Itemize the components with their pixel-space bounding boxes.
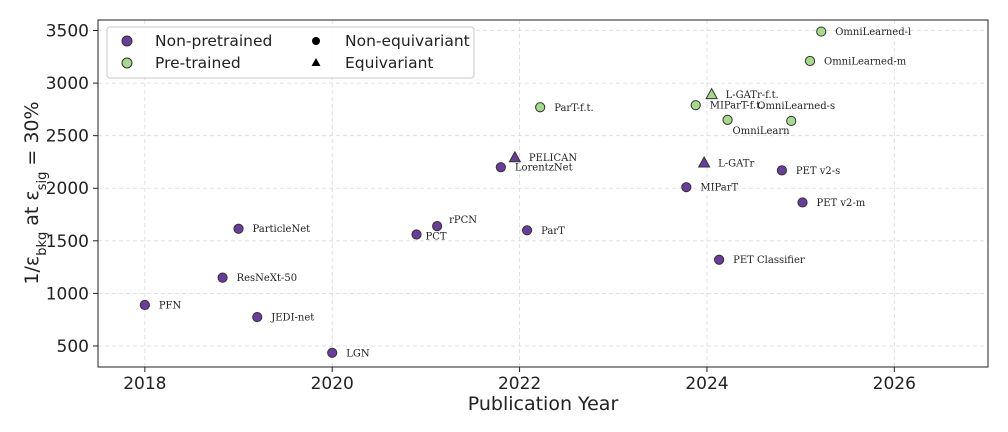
point-label-pfn: PFN — [159, 300, 182, 311]
point-jedi-net — [252, 311, 263, 323]
point-pfn — [139, 299, 150, 311]
point-part — [521, 225, 533, 236]
point-label-mipart: MIParT — [700, 183, 738, 194]
point-label-omnilearn: OmniLearn — [733, 126, 791, 137]
point-rpcn — [432, 220, 443, 232]
y-tick-label-3500: 3500 — [46, 22, 89, 42]
point-label-part: ParT — [541, 226, 565, 237]
point-lorentznet — [495, 162, 506, 173]
x-tick-label-2018: 2018 — [123, 374, 166, 394]
point-label-resnext-50: ResNeXt-50 — [237, 273, 298, 284]
point-pet-classifier — [714, 254, 725, 265]
point-pelican — [508, 150, 522, 163]
y-axis-title-lead: 1/ε — [21, 256, 43, 285]
point-mipart-f-t — [690, 100, 701, 111]
point-label-rpcn: rPCN — [449, 215, 477, 226]
y-axis-title-tail: = 30% — [21, 101, 43, 171]
point-omnilearned-m — [804, 55, 816, 67]
point-label-particlenet: ParticleNet — [253, 224, 311, 235]
y-axis-title-sub-bkg: bkg — [35, 232, 50, 256]
x-axis-ticks: 2018 2020 2022 2024 2026 — [123, 367, 916, 394]
x-tick-label-2024: 2024 — [685, 374, 728, 394]
point-pet-v2-s — [776, 165, 787, 176]
point-label-pelican: PELICAN — [529, 153, 577, 164]
point-label-omnilearned-s: OmniLearned-s — [757, 101, 835, 112]
legend-label-equivariant: Equivariant — [345, 54, 434, 72]
x-axis-title: Publication Year — [468, 393, 619, 415]
point-label-l-gatr-f-t: L-GATr-f.t. — [726, 90, 779, 101]
legend-label-non-pretrained: Non-pretrained — [155, 32, 272, 50]
grid-lines — [98, 20, 988, 367]
point-label-lgn: LGN — [346, 348, 370, 359]
point-label-pct: PCT — [426, 232, 447, 243]
point-resnext-50 — [217, 272, 228, 283]
legend-marker-non-pretrained — [121, 35, 133, 47]
y-tick-label-1000: 1000 — [46, 284, 89, 304]
point-particlenet — [233, 223, 244, 234]
point-label-omnilearned-l: OmniLearned-l — [835, 27, 911, 38]
y-axis-title: 1/εbkg at εsig = 30% — [21, 101, 50, 284]
point-label-jedi-net: JEDI-net — [270, 313, 314, 324]
point-omnilearned-l — [816, 26, 827, 37]
y-tick-label-500: 500 — [57, 337, 89, 357]
x-tick-label-2026: 2026 — [873, 374, 916, 394]
point-mipart — [681, 182, 692, 193]
point-lgn — [327, 347, 338, 358]
y-axis-title-sub-sig: sig — [35, 172, 50, 191]
legend: Non-pretrained Pre-trained Non-equivaria… — [106, 26, 475, 79]
legend-marker-equivariant — [311, 58, 321, 66]
point-label-pet-v2-m: PET v2-m — [817, 198, 866, 209]
point-label-part-f-t: ParT-f.t. — [554, 103, 594, 114]
point-label-omnilearned-m: OmniLearned-m — [824, 57, 907, 68]
legend-marker-non-equivariant — [312, 37, 320, 45]
y-tick-label-2500: 2500 — [46, 127, 89, 147]
x-tick-label-2020: 2020 — [311, 374, 354, 394]
point-label-pet-v2-s: PET v2-s — [796, 166, 840, 177]
legend-box — [106, 26, 475, 79]
point-label-l-gatr: L-GATr — [718, 159, 754, 170]
point-omnilearn — [722, 114, 733, 125]
point-l-gatr — [697, 155, 711, 168]
point-l-gatr-f-t — [705, 87, 718, 100]
point-part-f-t — [535, 102, 546, 113]
point-pet-v2-m — [797, 197, 808, 208]
point-omnilearned-s — [786, 115, 797, 127]
point-label-pet-classifier: PET Classifier — [733, 255, 805, 266]
point-labels: PFN ResNeXt-50 JEDI-net ParticleNet LGN PCTrP… — [159, 27, 911, 359]
data-points — [139, 26, 827, 358]
plot-frame — [97, 19, 989, 368]
y-tick-label-1500: 1500 — [46, 232, 89, 252]
y-axis-title-mid: at ε — [21, 190, 43, 231]
y-tick-label-2000: 2000 — [46, 179, 89, 199]
legend-label-non-equivariant: Non-equivariant — [345, 32, 470, 50]
point-label-mipart-f-t: MIParT-f.t. — [710, 101, 764, 112]
y-axis-ticks: 500 1000 1500 2000 2500 3000 3500 — [46, 22, 98, 357]
x-tick-label-2022: 2022 — [498, 374, 541, 394]
point-pct — [411, 229, 422, 240]
legend-label-pretrained: Pre-trained — [155, 54, 241, 72]
point-label-lorentznet: LorentzNet — [515, 163, 573, 174]
legend-marker-pretrained — [121, 57, 133, 69]
y-tick-label-3000: 3000 — [46, 74, 89, 94]
